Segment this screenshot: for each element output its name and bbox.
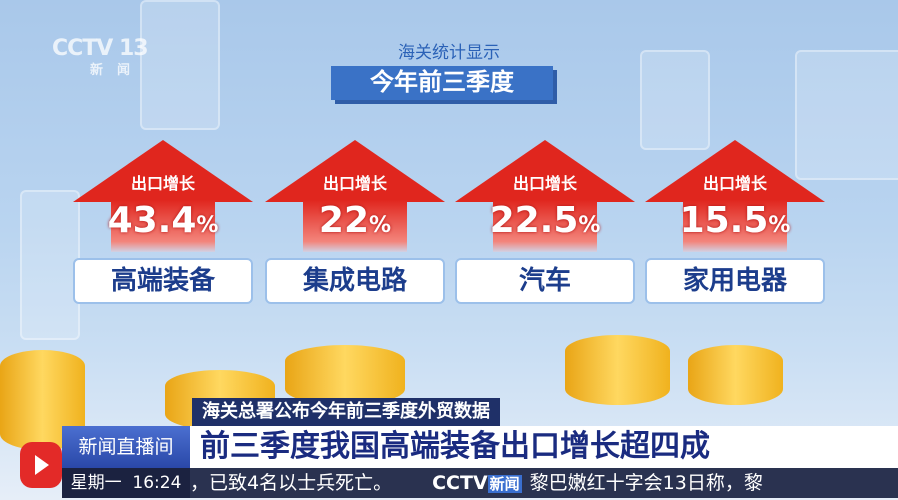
header-line1: 海关统计显示 [398, 43, 500, 63]
stat-card: 出口增长 15.5% 家用电器 [645, 140, 825, 304]
category-label: 高端装备 [73, 258, 253, 304]
subtitle-bar: 海关总署公布今年前三季度外贸数据 [192, 398, 500, 426]
header-line2: 今年前三季度 [331, 66, 553, 100]
coin-stack [565, 335, 670, 405]
cctv-news-logo: CCTV 新闻 [432, 472, 522, 494]
stat-card: 出口增长 22.5% 汽车 [455, 140, 635, 304]
headline: 前三季度我国高端装备出口增长超四成 [190, 426, 898, 468]
program-name: 新闻直播间 [62, 426, 190, 468]
up-arrow-icon: 出口增长 22% [265, 140, 445, 252]
category-label: 集成电路 [265, 258, 445, 304]
news-ticker: ，已致4名以士兵死亡。 CCTV 新闻 黎巴嫩红十字会13日称，黎 [190, 468, 898, 498]
play-icon [20, 442, 62, 488]
up-arrow-icon: 出口增长 43.4% [73, 140, 253, 252]
bg-panel [20, 190, 80, 340]
bg-panel [140, 0, 220, 130]
channel-logo: CCTV 13 新闻 [52, 36, 149, 78]
stat-card: 出口增长 43.4% 高端装备 [73, 140, 253, 304]
coin-stack [285, 345, 405, 405]
bg-panel [640, 50, 710, 150]
coin-stack [688, 345, 783, 405]
stat-card: 出口增长 22% 集成电路 [265, 140, 445, 304]
up-arrow-icon: 出口增长 15.5% [645, 140, 825, 252]
category-label: 汽车 [455, 258, 635, 304]
clock: 星期一 16:24 [62, 468, 190, 498]
up-arrow-icon: 出口增长 22.5% [455, 140, 635, 252]
category-label: 家用电器 [645, 258, 825, 304]
